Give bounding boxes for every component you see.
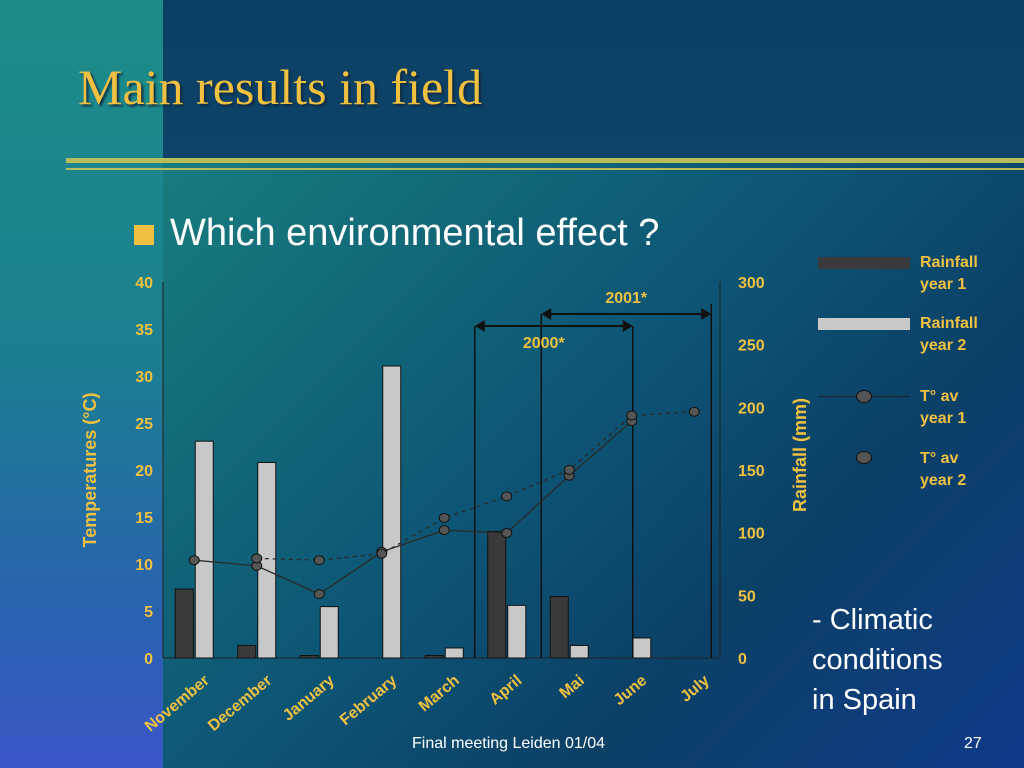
left-axis-tick-label: 10: [135, 557, 153, 574]
right-axis-tick-label: 300: [738, 275, 765, 292]
right-axis-tick-label: 150: [738, 463, 765, 480]
bar-rainfall-year2: [507, 604, 527, 659]
temp-year2-line: [256, 411, 695, 561]
bar-rainfall-year2: [444, 647, 464, 659]
temp-year1-point: [188, 555, 200, 566]
left-axis-title: Temperatures (°C): [80, 393, 100, 548]
left-band: [0, 0, 163, 768]
x-category-label: Mai: [556, 672, 587, 702]
right-axis-tick-label: 0: [738, 651, 747, 668]
note-line-3: in Spain: [812, 684, 917, 716]
note-dash: -: [812, 604, 822, 636]
bullet-square-icon: [134, 225, 154, 245]
temp-year2-point: [251, 553, 263, 564]
legend-label-rainfall-year1: Rainfall year 1: [920, 254, 978, 293]
x-category-label: November: [142, 672, 213, 735]
x-category-label: February: [337, 672, 400, 729]
bar-rainfall-year2: [382, 365, 402, 659]
temp-year1-point: [313, 589, 325, 600]
legend-swatch-dot-temp-year2: [856, 451, 872, 464]
left-axis-tick-label: 5: [144, 604, 153, 621]
top-panel: [163, 0, 1024, 160]
bar-rainfall-year2: [194, 440, 214, 659]
temp-year2-point: [313, 555, 325, 566]
left-axis-tick-label: 40: [135, 275, 153, 292]
bar-rainfall-year1: [549, 596, 569, 659]
temp-year1-point: [438, 525, 450, 536]
legend-label-rainfall-year2: Rainfall year 2: [920, 315, 978, 354]
bar-rainfall-year1: [487, 530, 507, 659]
x-category-label: January: [280, 672, 338, 725]
left-axis-tick-label: 35: [135, 322, 153, 339]
right-axis-tick-label: 50: [738, 588, 756, 605]
temp-year2-point: [501, 491, 513, 502]
left-axis-tick-label: 20: [135, 463, 153, 480]
legend-swatch-rainfall-year1: [818, 257, 910, 269]
legend-label-temp-year1: T° av year 1: [920, 388, 967, 427]
legend-swatch-rainfall-year2: [818, 318, 910, 330]
title-rule-thin: [66, 168, 1024, 170]
annotation-2000-label: 2000*: [523, 335, 566, 352]
bar-rainfall-year1: [237, 644, 257, 659]
note-line-2: conditions: [812, 644, 943, 676]
legend-label-temp-year2: T° av year 2: [920, 450, 967, 489]
bar-rainfall-year1: [174, 588, 194, 659]
climate-note: - Climatic conditions in Spain: [812, 600, 943, 720]
annotation-2001-label: 2001*: [605, 290, 648, 307]
footer-text: Final meeting Leiden 01/04: [412, 735, 606, 752]
temp-year1-line: [194, 420, 633, 595]
bar-rainfall-year1: [299, 654, 319, 659]
note-line-1: Climatic: [829, 604, 933, 636]
temp-year2-point: [376, 548, 388, 559]
page-number: 27: [964, 735, 982, 752]
x-category-label: July: [677, 672, 713, 706]
slide-title: Main results in field: [78, 59, 483, 115]
temp-year2-point: [688, 406, 700, 417]
right-axis-tick-label: 200: [738, 400, 765, 417]
bar-rainfall-year2: [569, 644, 589, 659]
temp-year1-point: [501, 527, 513, 538]
right-axis-title: Rainfall (mm): [790, 398, 810, 512]
legend-swatch-dot-temp-year1: [856, 390, 872, 403]
bracket-2001-arrow-right: [701, 308, 712, 320]
temp-year2-point: [438, 512, 450, 523]
bracket-2000-arrow-left: [474, 320, 485, 332]
left-axis-tick-label: 25: [135, 416, 153, 433]
x-category-label: June: [611, 672, 651, 709]
x-category-label: April: [486, 672, 525, 708]
bracket-2001-arrow-left: [541, 308, 552, 320]
x-category-label: December: [205, 672, 275, 735]
temp-year2-point: [563, 465, 575, 475]
bar-rainfall-year1: [424, 654, 444, 659]
right-axis-tick-label: 100: [738, 526, 765, 543]
bar-rainfall-year2: [632, 637, 652, 659]
bar-rainfall-year2: [319, 606, 339, 659]
temp-year2-point: [626, 410, 638, 421]
right-axis-tick-label: 250: [738, 338, 765, 355]
bracket-2000-arrow-right: [622, 320, 633, 332]
left-axis-tick-label: 0: [144, 651, 153, 668]
left-axis-tick-label: 30: [135, 369, 153, 386]
bullet-text: Which environmental effect ?: [170, 212, 660, 254]
title-rule-thick: [66, 158, 1024, 163]
x-category-label: March: [416, 672, 463, 715]
left-axis-tick-label: 15: [135, 510, 153, 527]
